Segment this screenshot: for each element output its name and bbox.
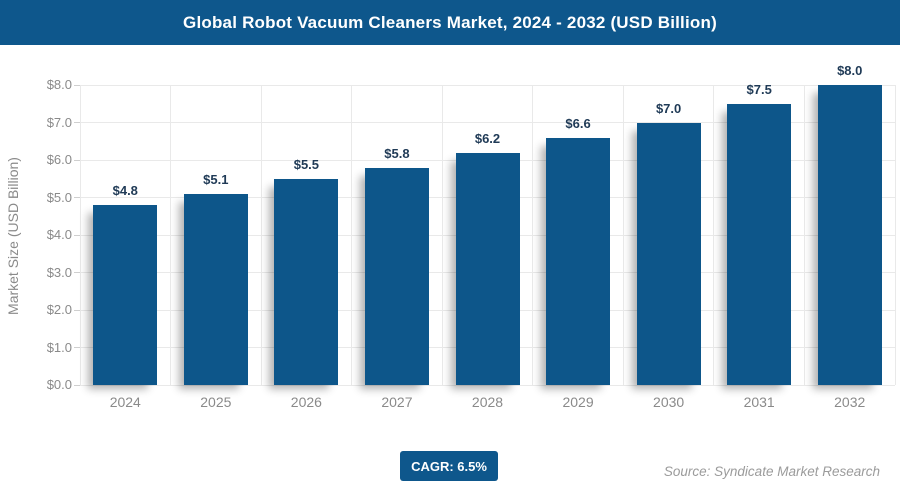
x-gridline [713,85,715,385]
x-axis-year-label: 2024 [109,394,141,410]
bar-value-label: $7.5 [746,81,772,97]
y-gridline [80,84,895,86]
x-gridline [803,85,805,385]
bar-2031 [727,103,792,385]
bar-2026 [274,178,339,385]
y-axis-tick [74,272,80,273]
x-gridline [532,85,534,385]
bar-2025 [183,193,248,385]
y-axis-tick-label: $0.0 [46,377,72,392]
y-axis-tick [74,197,80,198]
y-axis-tick-label: $4.0 [46,227,72,242]
y-axis-tick-label: $2.0 [46,302,72,317]
y-axis-tick [74,384,80,386]
chart-title: Global Robot Vacuum Cleaners Market, 202… [183,12,717,32]
bar-value-label: $5.5 [293,156,320,172]
y-axis-tick [74,84,80,86]
y-axis-tick [74,159,80,161]
x-axis-year-label: 2032 [834,394,866,410]
bar-value-label: $5.1 [203,171,229,187]
bar-value-label: $5.8 [384,145,410,161]
x-gridline [170,85,172,385]
x-axis-year-label: 2028 [471,394,504,410]
x-gridline [260,85,262,385]
y-axis-tick [74,309,80,311]
x-gridline [894,85,896,385]
bar-2029 [546,137,611,385]
bar-2032 [817,85,882,385]
x-gridline [622,85,624,385]
x-axis-year-label: 2025 [200,394,232,410]
y-axis-tick-label: $5.0 [46,189,72,205]
bar-value-label: $7.0 [655,100,682,116]
y-axis-tick [74,347,80,348]
y-axis-tick [74,122,80,123]
x-axis-year-label: 2026 [290,394,322,410]
x-axis-year-label: 2029 [562,394,594,410]
bar-value-label: $6.2 [474,130,501,146]
y-gridline [80,384,895,386]
x-gridline [79,85,81,385]
x-axis-year-label: 2031 [743,394,775,410]
cagr-badge: CAGR: 6.5% [400,451,498,481]
y-axis-tick-label: $6.0 [46,152,72,167]
y-axis-tick-label: $3.0 [46,264,72,280]
bar-value-label: $4.8 [112,183,138,198]
bar-value-label: $8.0 [837,63,863,78]
y-gridline [80,122,895,123]
x-axis-year-label: 2027 [381,394,413,410]
y-axis-tick-label: $7.0 [46,114,72,130]
bar-value-label: $6.6 [565,115,591,131]
x-gridline [351,85,353,385]
y-axis-tick-label: $1.0 [46,339,72,355]
chart-title-bar: Global Robot Vacuum Cleaners Market, 202… [0,0,900,45]
x-axis-year-label: 2030 [653,394,685,410]
bar-2027 [364,167,429,385]
bar-2030 [636,122,701,385]
y-axis-tick-label: $8.0 [46,77,72,92]
bar-2024 [93,205,158,385]
y-axis-tick [74,234,80,236]
source-credit: Source: Syndicate Market Research [663,464,880,479]
x-gridline [441,85,443,385]
bar-2028 [455,152,520,385]
